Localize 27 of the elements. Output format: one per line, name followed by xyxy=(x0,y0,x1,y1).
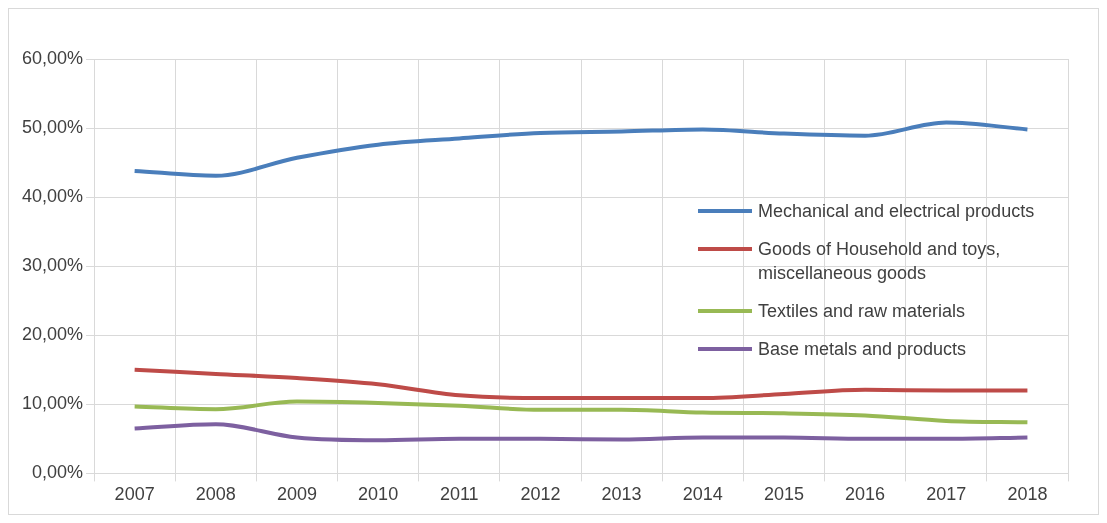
x-tick-label: 2016 xyxy=(845,484,886,505)
line-series xyxy=(132,120,1030,178)
x-tick-label: 2017 xyxy=(926,484,967,505)
x-tick-label: 2018 xyxy=(1007,484,1048,505)
legend-label: Textiles and raw materials xyxy=(758,300,966,323)
y-tick-label: 10,00% xyxy=(21,393,84,414)
legend-label: Base metals and products xyxy=(758,338,967,361)
x-tick-label: 2008 xyxy=(195,484,236,505)
y-tick-label: 30,00% xyxy=(21,255,84,276)
x-tick-label: 2014 xyxy=(682,484,723,505)
y-tick-label: 0,00% xyxy=(32,462,84,483)
x-tick-label: 2013 xyxy=(601,484,642,505)
legend-label: Mechanical and electrical products xyxy=(758,200,1035,223)
x-tick-label: 2007 xyxy=(114,484,155,505)
legend-label: Goods of Household and toys, miscellaneous goods xyxy=(758,238,1002,285)
line-series xyxy=(132,367,1030,401)
x-tick-label: 2015 xyxy=(763,484,804,505)
y-tick-label: 50,00% xyxy=(21,117,84,138)
line-series xyxy=(132,422,1030,443)
y-tick-label: 60,00% xyxy=(21,47,84,68)
y-tick-label: 20,00% xyxy=(21,324,84,345)
y-tick-label: 40,00% xyxy=(21,186,84,207)
x-tick-label: 2010 xyxy=(358,484,399,505)
line-series xyxy=(132,399,1030,425)
x-tick-label: 2012 xyxy=(520,484,561,505)
x-tick-label: 2011 xyxy=(439,484,479,505)
x-tick-label: 2009 xyxy=(276,484,317,505)
